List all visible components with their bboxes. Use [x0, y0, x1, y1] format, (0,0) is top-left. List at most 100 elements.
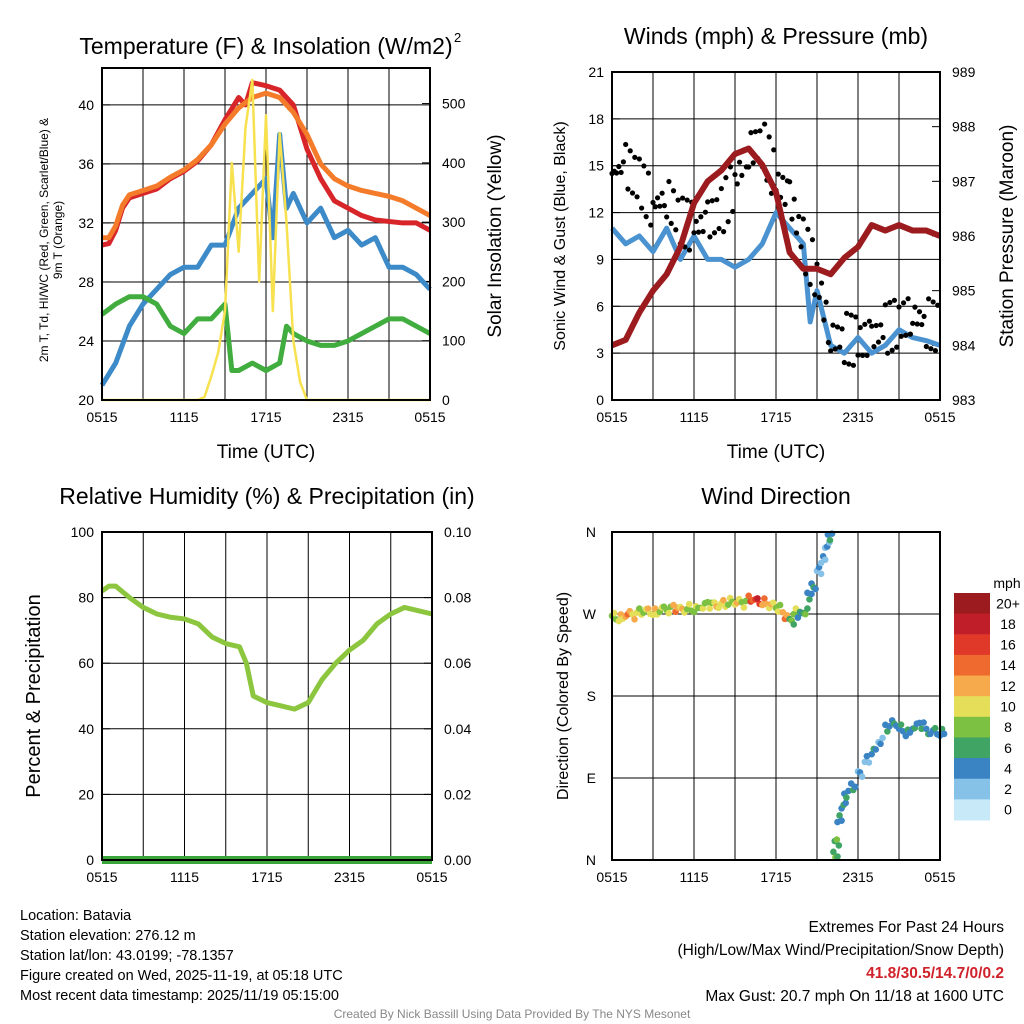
- gust-point: [853, 314, 859, 320]
- series-td: [100, 294, 432, 373]
- gust-point: [780, 174, 786, 180]
- direction-point: [761, 595, 768, 602]
- gust-point: [900, 300, 907, 306]
- x-tick-label: 1115: [169, 409, 198, 425]
- gust-point: [657, 203, 663, 209]
- direction-point: [690, 608, 698, 616]
- gust-point: [885, 350, 891, 356]
- direction-point: [868, 750, 875, 758]
- direction-point: [665, 609, 673, 617]
- y-tick-label: 20: [78, 392, 94, 408]
- colorbar: mph 20+ 18 16 14 12 10 8 6 4 2 0: [954, 575, 1021, 821]
- direction-point: [838, 817, 845, 824]
- y-tick-label: 32: [78, 215, 94, 231]
- gust-point: [620, 159, 626, 165]
- gust-point: [623, 141, 629, 148]
- x-tick-label: 2315: [842, 869, 873, 885]
- gust-point: [746, 164, 752, 170]
- gust-point: [673, 227, 679, 233]
- y-tick-label: 80: [78, 590, 94, 606]
- gust-point: [707, 234, 713, 240]
- direction-point: [745, 592, 752, 600]
- direction-point: [806, 596, 813, 603]
- gust-point: [659, 190, 665, 196]
- gust-point: [821, 317, 827, 323]
- gust-point: [702, 209, 708, 215]
- y-tick-label: 100: [71, 524, 95, 540]
- x-tick-label: 0515: [924, 869, 955, 885]
- direction-point: [804, 605, 811, 612]
- gust-point: [618, 169, 624, 176]
- colorbar-swatch: [954, 737, 990, 759]
- gust-point: [880, 334, 886, 341]
- recent: Most recent data timestamp: 2025/11/19 0…: [20, 988, 339, 1004]
- colorbar-tick-label: 2: [1004, 781, 1012, 797]
- y2-tick-label: 985: [952, 283, 976, 299]
- gust-point: [855, 352, 861, 358]
- gust-point: [914, 321, 920, 327]
- colorbar-swatch: [954, 634, 990, 656]
- colorbar-swatch: [954, 778, 990, 800]
- gust-point: [716, 225, 722, 232]
- y-tick-label: 18: [588, 111, 604, 127]
- gust-point: [718, 185, 724, 192]
- colorbar-tick-label: 8: [1004, 719, 1012, 735]
- direction-point: [834, 853, 841, 860]
- gust-point: [627, 148, 633, 154]
- direction-point: [790, 621, 798, 628]
- direction-point: [631, 615, 638, 623]
- y2-tick-label: 0.06: [444, 655, 471, 671]
- x-tick-label: 1715: [251, 869, 282, 885]
- direction-point: [851, 783, 859, 791]
- gust-point: [841, 359, 847, 366]
- y-tick-label: N: [586, 524, 596, 540]
- gust-point: [787, 179, 793, 185]
- gust-point: [832, 346, 838, 352]
- series-solar: [102, 78, 430, 402]
- x-tick-label: 1115: [679, 869, 708, 885]
- x-tick-label: 2315: [334, 869, 365, 885]
- gust-point: [721, 229, 727, 235]
- y-tick-label: 21: [588, 64, 604, 80]
- gust-point: [632, 154, 638, 160]
- y-tick-label: E: [587, 770, 596, 786]
- gust-point: [846, 361, 852, 367]
- gust-point: [675, 197, 681, 203]
- gust-point: [878, 322, 884, 328]
- series-pressure: [610, 145, 942, 349]
- y-tick-label: 0: [86, 852, 94, 868]
- gust-point: [684, 197, 690, 203]
- gust-point: [803, 271, 809, 277]
- direction-point: [897, 721, 905, 728]
- gust-point: [766, 134, 772, 140]
- y2-tick-label: 0.08: [444, 590, 471, 606]
- colorbar-swatch: [954, 799, 990, 821]
- gust-point: [714, 197, 720, 203]
- y2-tick-label: 200: [442, 273, 466, 289]
- direction-point: [940, 730, 948, 738]
- gust-point: [652, 204, 658, 210]
- x-tick-label: 1715: [760, 409, 791, 425]
- y2-tick-label: 0: [442, 392, 450, 408]
- direction-point: [794, 614, 802, 621]
- y2-tick-label: 0.10: [444, 524, 471, 540]
- y-tick-label: 28: [78, 274, 94, 290]
- direction-point: [706, 605, 714, 612]
- gust-point: [896, 304, 902, 310]
- y-tick-label: S: [587, 688, 596, 704]
- extremes-title: Extremes For Past 24 Hours: [808, 919, 1004, 936]
- gust-point: [807, 281, 813, 288]
- direction-point: [920, 719, 927, 726]
- plot-border: [611, 71, 941, 401]
- direction-point: [877, 740, 884, 748]
- gust-point: [750, 160, 756, 166]
- gust-point: [723, 175, 729, 181]
- gust-point: [670, 188, 677, 194]
- gust-point: [613, 170, 620, 176]
- gust-point: [921, 313, 927, 319]
- direction-point: [776, 601, 784, 609]
- direction-point: [808, 590, 815, 598]
- y2-tick-label: 986: [952, 228, 976, 244]
- gust-point: [736, 159, 743, 165]
- gust-point: [919, 321, 925, 328]
